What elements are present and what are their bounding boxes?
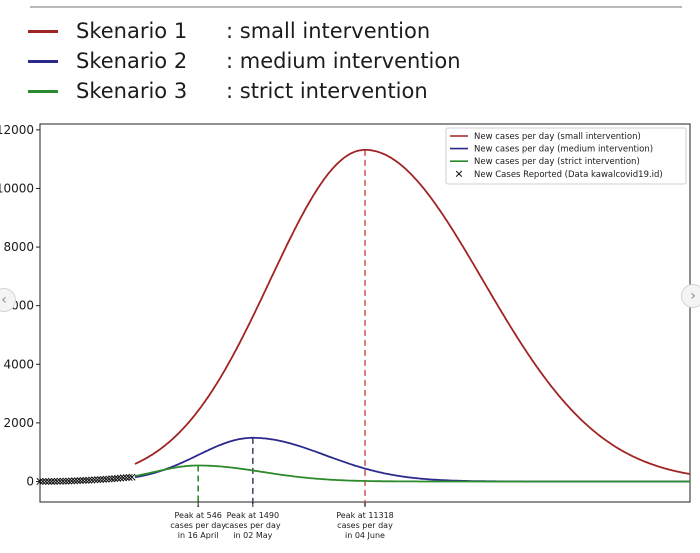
peak-annotation-text: in 16 April [178, 531, 219, 540]
legend-label: New Cases Reported (Data kawalcovid19.id… [474, 170, 663, 180]
scenario-row-3: Skenario 3 : strict intervention [28, 76, 488, 106]
peak-annotation-text: Peak at 11318 [336, 511, 394, 520]
y-tick-label: 10000 [0, 181, 34, 195]
reported-point [45, 477, 53, 485]
series-line-medium [134, 436, 690, 483]
reported-point [91, 476, 99, 484]
y-tick-label: 8000 [3, 240, 34, 254]
scenario-legend: Skenario 1 : small intervention Skenario… [28, 16, 488, 106]
scenario-1-desc: : small intervention [226, 19, 431, 43]
reported-point [62, 477, 70, 485]
y-tick-label: 12000 [0, 123, 34, 137]
reported-point [47, 477, 56, 485]
reported-point [82, 476, 90, 484]
reported-point [128, 473, 136, 481]
legend-marker [455, 170, 463, 177]
next-arrow-icon[interactable]: › [681, 284, 700, 308]
reported-point [65, 477, 73, 485]
scenario-3-name: Skenario 3 [76, 79, 188, 103]
peak-annotation-text: cases per day [170, 521, 226, 530]
reported-point [42, 477, 50, 486]
scenario-2-swatch [28, 59, 58, 63]
reported-point [111, 475, 119, 483]
reported-point [56, 477, 64, 485]
scenario-3-swatch [28, 89, 58, 93]
scenario-2-name: Skenario 2 [76, 49, 188, 73]
peak-annotation-text: in 02 May [233, 531, 272, 540]
reported-point [76, 476, 84, 485]
y-tick-label: 0 [26, 474, 34, 488]
reported-point [68, 477, 76, 485]
peak-annotation-text: in 04 June [345, 531, 385, 540]
scenario-row-1: Skenario 1 : small intervention [28, 16, 488, 46]
reported-point [102, 475, 110, 483]
reported-point [50, 477, 58, 485]
reported-point [36, 477, 44, 486]
peak-annotation-text: Peak at 1490 [227, 511, 279, 520]
y-tick-label: 2000 [3, 416, 34, 430]
reported-point [59, 477, 67, 485]
reported-point [93, 476, 102, 484]
legend-box [445, 127, 687, 185]
scenario-3-desc: : strict intervention [226, 79, 428, 103]
reported-point [39, 477, 47, 486]
reported-point [105, 475, 113, 483]
reported-point [85, 476, 93, 484]
reported-point [96, 476, 104, 484]
peak-annotation-text: cases per day [225, 521, 281, 530]
reported-point [114, 474, 122, 482]
y-tick-label: 4000 [3, 357, 34, 371]
top-divider [30, 6, 682, 8]
series-line-small [134, 148, 691, 475]
legend-label: New cases per day (small intervention) [474, 132, 641, 142]
scenario-2-desc: : medium intervention [226, 49, 461, 73]
reported-point [116, 474, 125, 482]
reported-point [99, 475, 107, 483]
reported-point [70, 477, 79, 485]
legend-label: New cases per day (medium intervention) [474, 145, 653, 155]
series-line-strict [134, 464, 690, 483]
scenario-row-2: Skenario 2 : medium intervention [28, 46, 488, 76]
reported-point [53, 477, 61, 485]
reported-point [73, 477, 81, 485]
scenario-1-name: Skenario 1 [76, 19, 188, 43]
reported-point [79, 476, 87, 484]
legend-label: New cases per day (strict intervention) [474, 157, 640, 167]
scenario-1-swatch [28, 29, 58, 33]
peak-annotation-text: cases per day [337, 521, 393, 530]
reported-point [108, 475, 116, 483]
reported-point [122, 474, 130, 482]
reported-point [125, 473, 133, 481]
chart-legend: New cases per day (small intervention) Ne… [445, 127, 687, 185]
peak-annotation-text: Peak at 546 [174, 511, 221, 520]
reported-point [88, 476, 96, 484]
reported-point [119, 474, 127, 482]
